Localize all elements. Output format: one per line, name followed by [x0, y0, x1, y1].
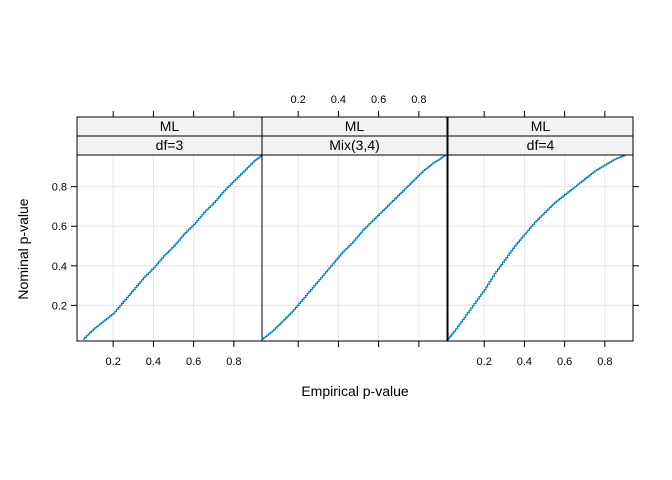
x-tick-label: 0.6 [557, 356, 572, 368]
x-tick-label-top: 0.6 [371, 94, 386, 106]
strip-label-top: ML [531, 118, 551, 134]
series-line-panel-3 [448, 155, 626, 340]
strip-layer: ML df=3 ML Mix(3,4) ML df=4 [76, 116, 634, 156]
y-tick-label: 0.8 [52, 182, 67, 194]
x-tick-label: 0.2 [106, 356, 121, 368]
x-tick-label-top: 0.8 [411, 94, 426, 106]
series-line-panel-1 [83, 155, 263, 340]
x-tick-label: 0.8 [226, 356, 241, 368]
x-tick-label: 0.8 [597, 356, 612, 368]
x-tick-label-top: 0.4 [331, 94, 346, 106]
y-tick-label: 0.2 [52, 300, 67, 312]
y-tick-label: 0.6 [52, 221, 67, 233]
x-tick-label: 0.4 [146, 356, 161, 368]
y-tick-label: 0.4 [52, 261, 67, 273]
x-tick-label: 0.2 [477, 356, 492, 368]
strip-label-bottom: Mix(3,4) [329, 137, 380, 153]
x-axis-title: Empirical p-value [301, 383, 409, 399]
strip-label-bottom: df=4 [527, 137, 555, 153]
strip-bottom-bg [447, 135, 634, 156]
strip-label-top: ML [345, 118, 365, 134]
strip-label-top: ML [160, 118, 180, 134]
tick-layer: 0.2 0.4 0.6 0.8 0.2 0.4 0.6 0.8 0.2 0.4 0.6 0.8 0.2 0… [52, 94, 639, 368]
y-axis-title: Nominal p-value [15, 198, 31, 299]
strip-bottom-bg [261, 135, 448, 156]
x-tick-label: 0.4 [517, 356, 532, 368]
frame-layer [76, 154, 634, 342]
series-line-panel-2 [262, 155, 446, 340]
grid-layer [77, 155, 633, 341]
strip-label-bottom: df=3 [156, 137, 184, 153]
line-layer [83, 155, 626, 340]
x-tick-label-top: 0.2 [291, 94, 306, 106]
x-tick-label: 0.6 [186, 356, 201, 368]
